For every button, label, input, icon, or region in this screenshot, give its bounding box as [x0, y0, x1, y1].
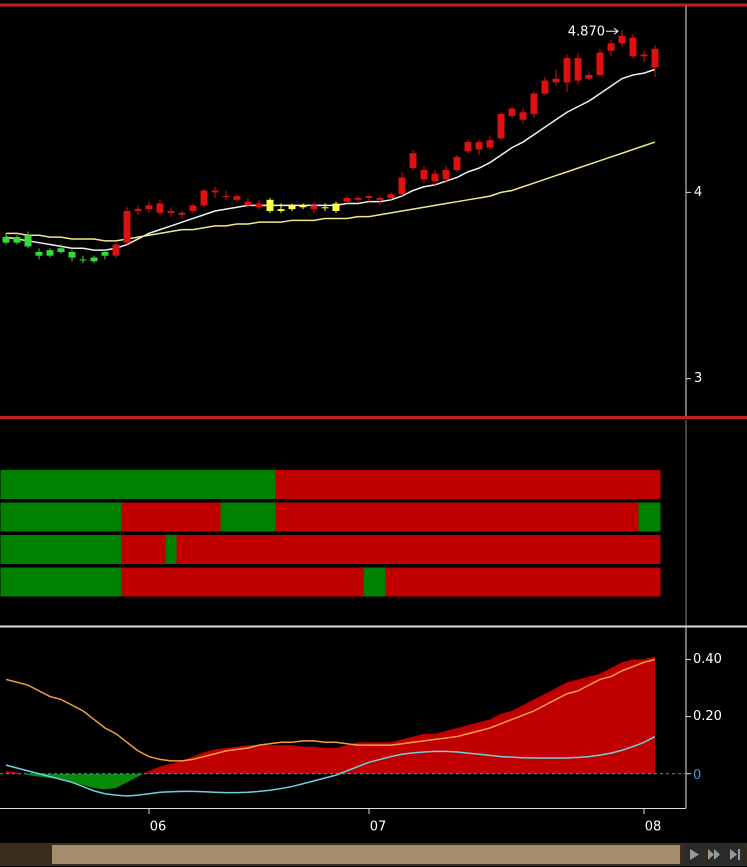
candle-body	[618, 35, 626, 44]
candle-body	[101, 252, 109, 256]
candle-body	[156, 203, 164, 213]
y-tick-label: 0	[693, 768, 701, 783]
candle-body	[497, 114, 505, 139]
fast-forward-icon	[708, 849, 720, 860]
candle-body	[585, 74, 593, 79]
state-segment	[0, 470, 276, 499]
state-segment	[385, 567, 661, 597]
candle-body	[475, 142, 483, 150]
state-segment	[638, 502, 661, 532]
candle-body	[2, 237, 10, 243]
candle-body	[354, 197, 362, 200]
candle-body	[530, 93, 538, 115]
candle-body	[189, 205, 197, 211]
end-icon	[730, 849, 740, 860]
candle-body	[112, 244, 120, 256]
candle-body	[178, 212, 186, 215]
candle-body	[387, 194, 395, 198]
candle-body	[365, 196, 373, 198]
state-segment	[0, 502, 122, 532]
state-segment	[0, 535, 122, 564]
candle-body	[574, 58, 582, 81]
candle-body	[57, 248, 65, 252]
candle-body	[145, 205, 153, 210]
candle-body	[607, 43, 615, 51]
candle-body	[244, 201, 252, 206]
x-tick-label: 07	[370, 820, 387, 835]
candle-body	[453, 156, 461, 170]
candle-body	[211, 190, 219, 193]
y-tick-label: 4	[694, 185, 702, 200]
state-segment	[0, 567, 122, 597]
candle-body	[651, 48, 659, 68]
y-tick-label: 0.20	[693, 709, 722, 724]
state-segment	[121, 535, 166, 564]
candle-body	[200, 190, 208, 206]
scrollbar-thumb[interactable]	[52, 845, 680, 864]
state-segment	[165, 535, 177, 564]
candle-body	[442, 170, 450, 180]
high-annotation: 4.870	[568, 25, 605, 40]
candle-body	[24, 235, 32, 247]
candle-body	[277, 209, 285, 211]
candle-body	[398, 177, 406, 195]
candle-body	[640, 54, 648, 57]
candle-body	[233, 196, 241, 200]
candle-body	[123, 211, 131, 243]
state-segment	[275, 502, 639, 532]
state-segment	[121, 567, 364, 597]
candle-body	[299, 205, 307, 208]
y-tick-label: 3	[694, 371, 702, 386]
candle-body	[266, 199, 274, 211]
candle-body	[629, 37, 637, 57]
candle-body	[79, 259, 87, 261]
candle-body	[409, 153, 417, 169]
candle-body	[563, 58, 571, 83]
state-segment	[220, 502, 276, 532]
candle-body	[464, 142, 472, 152]
candle-body	[321, 207, 329, 209]
x-tick-label: 08	[645, 820, 662, 835]
candle-body	[596, 52, 604, 75]
y-tick-label: 0.40	[693, 652, 722, 667]
candle-body	[90, 257, 98, 262]
candle-body	[343, 197, 351, 202]
candle-body	[541, 80, 549, 94]
osc-area-positive	[6, 656, 655, 774]
candle-body	[486, 140, 494, 148]
state-segment	[363, 567, 386, 597]
candle-body	[35, 252, 43, 256]
candle-body	[46, 250, 54, 256]
candle-body	[332, 203, 340, 211]
candle-body	[13, 237, 21, 243]
candle-body	[288, 205, 296, 210]
state-segment	[176, 535, 661, 564]
play-icon	[690, 849, 699, 860]
x-tick-label: 06	[150, 820, 167, 835]
candle-body	[255, 203, 263, 208]
candle-body	[431, 173, 439, 182]
osc-line	[5, 658, 656, 762]
candle-body	[222, 196, 230, 198]
candle-body	[310, 205, 318, 210]
candle-body	[420, 170, 428, 180]
candle-body	[167, 211, 175, 213]
candle-body	[376, 197, 384, 200]
candle-body	[134, 209, 142, 211]
candle-body	[508, 108, 516, 116]
moving-average-line	[6, 141, 656, 242]
annotation-arrow-head	[613, 27, 619, 35]
osc-line	[5, 735, 656, 797]
state-segment	[121, 502, 221, 532]
candle-body	[552, 78, 560, 83]
state-segment	[275, 470, 661, 499]
candle-body	[519, 112, 527, 120]
candle-body	[68, 252, 76, 258]
